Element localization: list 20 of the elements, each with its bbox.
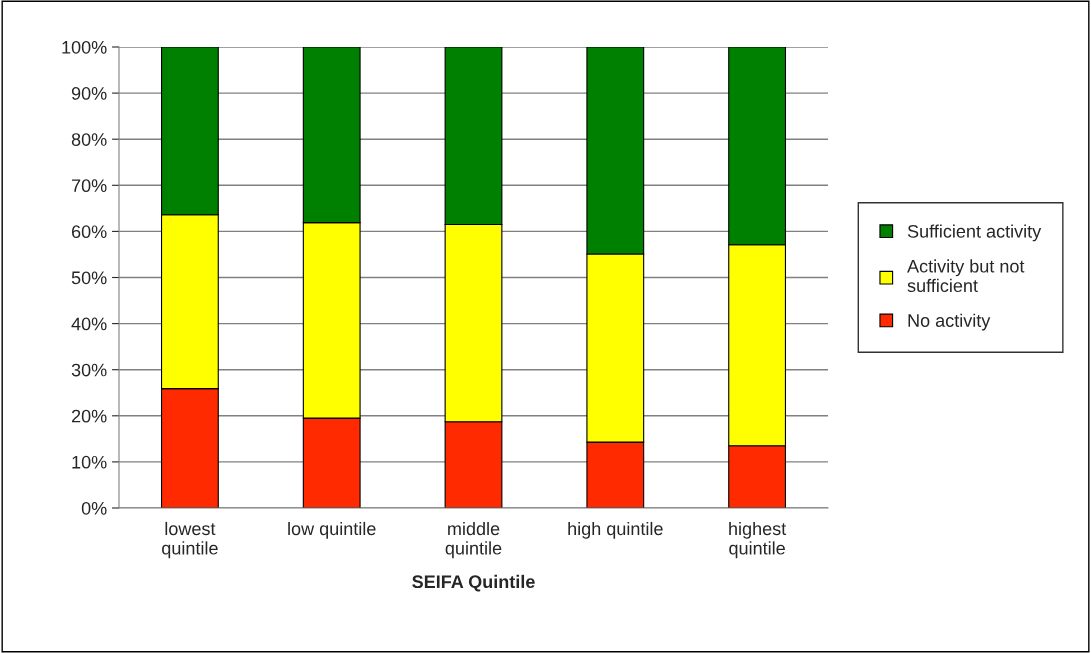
x-tick-label: low quintile [288,521,376,539]
y-tick-label: 100% [62,40,107,54]
x-tick-label: highest quintile [729,521,787,559]
x-tick-label: high quintile [568,521,663,539]
y-tick-label: 30% [71,363,107,377]
legend-label: No activity [908,313,991,331]
y-tick-label: 0% [81,501,107,515]
x-axis-title: SEIFA Quintile [412,574,535,592]
y-tick-label: 50% [71,271,107,285]
y-tick-label: 80% [71,133,107,146]
legend-label: Sufficient activity [907,224,1042,242]
y-tick-label: 60% [71,225,107,239]
y-tick-label: 10% [72,455,107,469]
y-tick-label: 70% [71,179,107,193]
y-tick-label: 90% [71,87,107,100]
y-tick-label: 40% [71,317,107,331]
x-tick-label: lowest quintile [162,521,218,559]
legend-label: Activity but not sufficient [907,259,1025,293]
x-tick-label: middle quintile [445,521,502,559]
y-tick-label: 20% [71,409,107,423]
